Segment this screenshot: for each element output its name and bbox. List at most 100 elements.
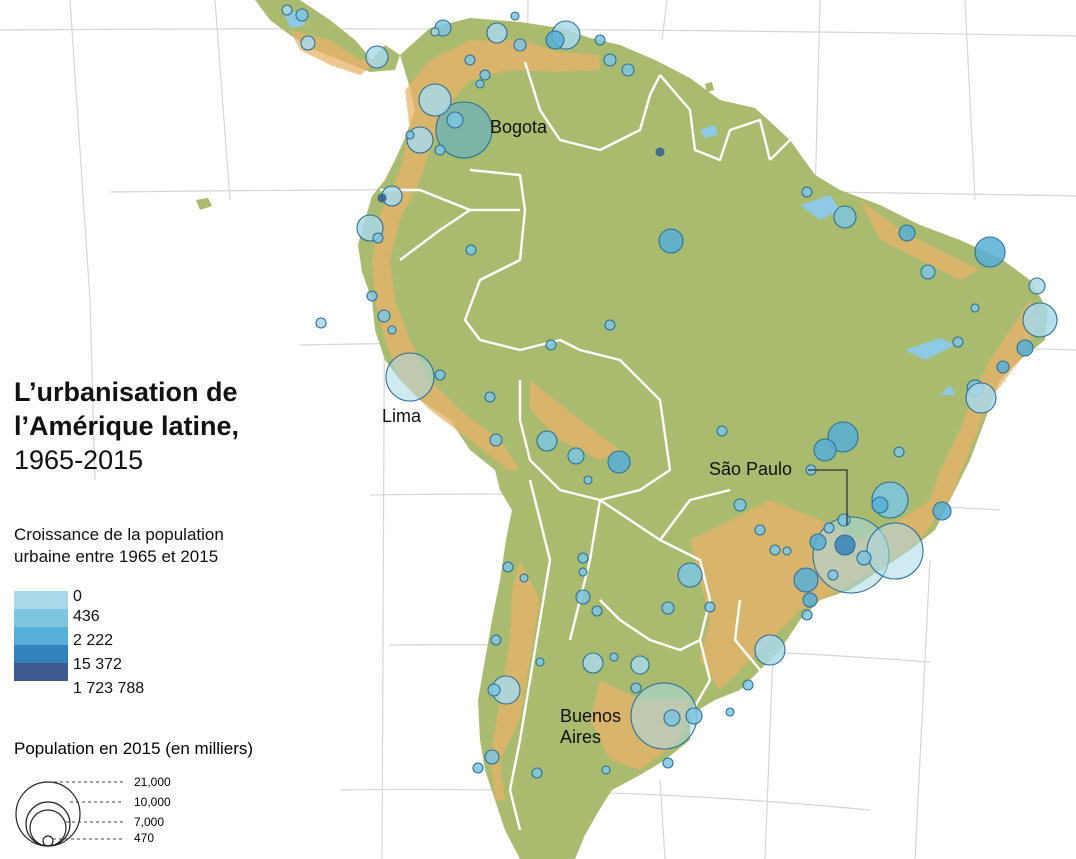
city-circle bbox=[609, 652, 619, 662]
city-circle bbox=[716, 425, 728, 437]
city-circle bbox=[591, 605, 603, 617]
city-circle bbox=[1028, 277, 1046, 295]
legend-swatch bbox=[14, 645, 68, 663]
city-circle bbox=[813, 438, 837, 462]
city-circle bbox=[662, 757, 674, 769]
city-circle bbox=[661, 601, 675, 615]
city-circle bbox=[834, 534, 856, 556]
city-label-buenos-aires: Buenos Aires bbox=[560, 706, 622, 747]
city-circle bbox=[952, 336, 964, 348]
city-circle bbox=[365, 45, 389, 69]
city-circle bbox=[405, 130, 415, 140]
city-circle bbox=[582, 652, 604, 674]
growth-legend-title: Croissance de la population urbaine entr… bbox=[14, 525, 224, 566]
city-circle bbox=[833, 205, 857, 229]
city-circle bbox=[677, 562, 703, 588]
size-legend-circle-7000 bbox=[29, 809, 67, 847]
city-circle bbox=[823, 522, 835, 534]
city-circle bbox=[464, 54, 476, 66]
growth-legend: Croissance de la population urbaine entr… bbox=[14, 524, 284, 697]
city-circle bbox=[970, 303, 980, 313]
city-circle bbox=[742, 679, 754, 691]
city-circle bbox=[366, 290, 378, 302]
size-legend-title: Population en 2015 (en milliers) bbox=[14, 739, 254, 758]
size-legend-circle-10000 bbox=[25, 801, 71, 847]
city-circle bbox=[932, 501, 952, 521]
city-circle bbox=[479, 69, 491, 81]
city-circle bbox=[513, 38, 527, 52]
title-line-2: l’Amérique latine, bbox=[14, 411, 240, 441]
size-legend-label-7000: 7,000 bbox=[134, 815, 165, 829]
city-circle bbox=[418, 83, 452, 117]
city-circle bbox=[583, 475, 593, 485]
city-circle bbox=[871, 496, 889, 514]
city-circle bbox=[754, 634, 786, 666]
city-circle bbox=[621, 63, 635, 77]
city-circle bbox=[446, 111, 464, 129]
size-legend-label-21000: 21,000 bbox=[134, 775, 171, 789]
city-circle bbox=[489, 433, 503, 447]
city-circle bbox=[801, 186, 813, 198]
city-circle bbox=[601, 765, 611, 775]
city-circle bbox=[733, 498, 747, 512]
country-borders bbox=[380, 61, 791, 831]
city-circle bbox=[472, 762, 484, 774]
city-circle bbox=[484, 391, 496, 403]
city-circle bbox=[281, 4, 293, 16]
legend-label: 1 723 788 bbox=[73, 680, 145, 697]
city-circle bbox=[372, 232, 384, 244]
city-circle bbox=[655, 147, 665, 157]
city-circle bbox=[809, 533, 827, 551]
city-circle bbox=[604, 319, 616, 331]
city-circle bbox=[607, 450, 631, 474]
city-circle bbox=[725, 707, 735, 717]
city-circle bbox=[856, 550, 872, 566]
city-circle bbox=[387, 325, 397, 335]
city-circle bbox=[685, 707, 703, 725]
city-label-bogota: Bogota bbox=[490, 117, 548, 137]
city-circle bbox=[475, 79, 485, 89]
title-line-1: L’urbanisation de bbox=[14, 377, 238, 407]
galapagos-islands bbox=[196, 198, 212, 210]
city-circle bbox=[658, 228, 684, 254]
city-circle bbox=[502, 561, 514, 573]
city-circle bbox=[490, 634, 502, 646]
city-circle bbox=[769, 544, 781, 556]
city-circle bbox=[434, 144, 446, 156]
city-circle bbox=[545, 339, 557, 351]
city-circle bbox=[519, 573, 529, 583]
size-legend-graphic bbox=[15, 781, 124, 847]
caribbean-island bbox=[705, 82, 714, 92]
sao-paulo-leader-line bbox=[808, 469, 848, 525]
city-circle bbox=[754, 524, 766, 536]
city-circle bbox=[486, 22, 508, 44]
legend-label: 15 372 bbox=[73, 656, 122, 673]
city-circle bbox=[536, 430, 558, 452]
city-circle bbox=[510, 11, 520, 21]
legend-swatch bbox=[14, 627, 68, 645]
size-legend-circle-470 bbox=[42, 835, 54, 847]
city-circle bbox=[996, 360, 1010, 374]
city-circle bbox=[578, 567, 588, 577]
city-circle bbox=[965, 382, 997, 414]
city-circle bbox=[295, 8, 309, 22]
city-circle bbox=[827, 421, 859, 453]
city-circle bbox=[704, 601, 716, 613]
city-circle bbox=[484, 749, 500, 765]
city-circle bbox=[535, 657, 545, 667]
city-circle bbox=[802, 592, 818, 608]
legend-label: 436 bbox=[73, 608, 100, 625]
city-circle bbox=[465, 244, 477, 256]
size-legend-label-470: 470 bbox=[134, 831, 155, 845]
size-legend-label-10000: 10,000 bbox=[134, 795, 171, 809]
city-circle bbox=[837, 513, 851, 527]
city-circle bbox=[385, 352, 435, 402]
city-label-lima: Lima bbox=[382, 406, 422, 426]
city-circles bbox=[281, 4, 1058, 779]
city-circle bbox=[630, 655, 650, 675]
city-circle bbox=[630, 682, 642, 694]
size-legend: Population en 2015 (en milliers) 21,000 … bbox=[14, 738, 254, 847]
city-circle bbox=[920, 264, 936, 280]
